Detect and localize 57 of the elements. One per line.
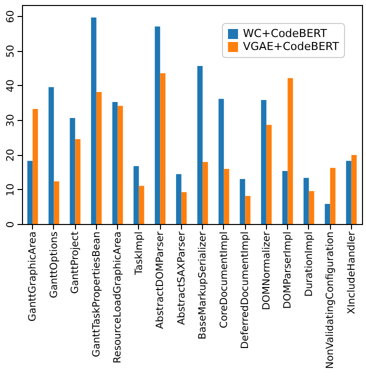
bar [261, 100, 266, 224]
x-tick-label: DOMParserImpl [282, 232, 294, 309]
x-tick-label: DeferredDocumentImpl [240, 232, 252, 349]
x-tick-label: TaskImpl [134, 232, 145, 276]
y-tick-label: 40 [6, 80, 16, 92]
bar [218, 98, 224, 224]
bar [48, 87, 54, 224]
bar [245, 196, 250, 224]
x-tick-label: ResourceLoadGraphicArea [112, 232, 124, 364]
bar [91, 17, 96, 224]
bar [54, 181, 60, 224]
bar [346, 160, 352, 224]
legend-label: VGAE+CodeBERT [243, 40, 340, 53]
bar [118, 106, 123, 224]
bar [330, 168, 336, 224]
y-tick-label: 50 [6, 44, 16, 58]
bar [138, 186, 144, 224]
x-tick-label: AbstractDOMParser [155, 230, 166, 329]
bar [112, 102, 118, 224]
y-tick-label: 20 [6, 148, 16, 162]
bar [266, 124, 272, 224]
bar [240, 178, 246, 224]
x-tick-label: XIncludeHandler [346, 230, 358, 314]
bar [282, 170, 288, 224]
y-tick-label: 60 [6, 10, 16, 23]
bar [197, 66, 203, 224]
x-tick-label: NonValidatingConfiguration [325, 232, 336, 369]
bar [351, 155, 357, 224]
bar [324, 204, 330, 224]
bar [181, 192, 187, 224]
x-tick-label: GanttOptions [48, 232, 60, 298]
bar [176, 174, 182, 224]
bar [308, 191, 314, 224]
x-tick-label: GanttTaskPropertiesBean [91, 232, 102, 358]
bar [96, 92, 102, 224]
bar [224, 168, 230, 224]
y-tick-label: 30 [6, 114, 16, 127]
y-tick-label: 0 [6, 221, 16, 228]
bar [160, 73, 166, 224]
x-tick-label: GanttProject [70, 231, 82, 294]
bar [202, 162, 208, 224]
bar [288, 78, 293, 224]
bar [27, 160, 33, 224]
bar [75, 139, 80, 224]
x-tick-label: BaseMarkupSerializer [198, 230, 209, 340]
y-tick-label: 10 [6, 183, 16, 196]
x-tick-label: CoreDocumentImpl [218, 232, 230, 328]
x-tick-label: GanttGraphicArea [28, 232, 39, 322]
x-tick-label: DurationImpl [304, 232, 315, 297]
x-tick-label: AbstractSAXParser [176, 230, 188, 325]
bar [304, 178, 309, 224]
legend-label: WC+CodeBERT [243, 27, 328, 40]
bar [32, 108, 38, 224]
x-tick-label: DOMNormalizer [261, 230, 272, 310]
bar [70, 118, 76, 224]
bar [134, 166, 139, 224]
bar [154, 26, 160, 224]
